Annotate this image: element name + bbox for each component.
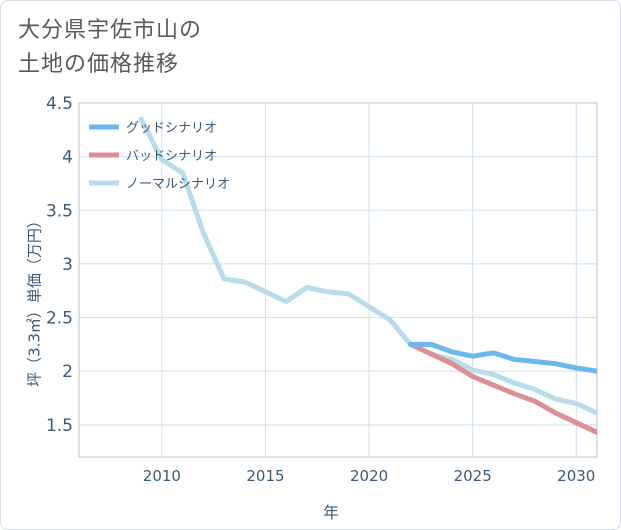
- legend-label: ノーマルシナリオ: [126, 177, 230, 192]
- y-tick-label: 4: [62, 148, 73, 168]
- y-tick-label: 4.5: [46, 94, 73, 114]
- legend-label: グッドシナリオ: [126, 121, 217, 136]
- y-tick-label: 2: [62, 362, 73, 382]
- y-axis-label: 坪（3.3㎡）単価（万円）: [25, 213, 44, 387]
- y-tick-label: 3.5: [46, 201, 73, 221]
- x-tick-label: 2030: [557, 467, 595, 485]
- plot-border: [78, 102, 598, 458]
- chart-title: 大分県宇佐市山の 土地の価格推移: [18, 14, 202, 82]
- y-tick-label: 3: [62, 255, 73, 275]
- series-line: [408, 341, 597, 435]
- legend-label: バッドシナリオ: [126, 149, 217, 164]
- x-tick-label: 2025: [454, 467, 492, 485]
- y-tick-labels: 1.5 2 2.5 3 3.5 4 4.5: [46, 94, 73, 436]
- x-tick-label: 2020: [350, 467, 388, 485]
- series-group: [138, 116, 597, 435]
- x-tick-label: 2010: [143, 467, 181, 485]
- x-tick-label: 2015: [246, 467, 284, 485]
- x-tick-labels: 2010 2015 2020 2025 2030: [143, 467, 596, 485]
- x-axis-label: 年: [322, 503, 340, 522]
- y-tick-label: 2.5: [46, 309, 73, 329]
- series-line: [138, 116, 597, 416]
- chart-title-line-2: 土地の価格推移: [18, 52, 180, 77]
- chart-title-line-1: 大分県宇佐市山の: [18, 18, 203, 43]
- y-tick-label: 1.5: [46, 416, 73, 436]
- series-line: [408, 341, 597, 374]
